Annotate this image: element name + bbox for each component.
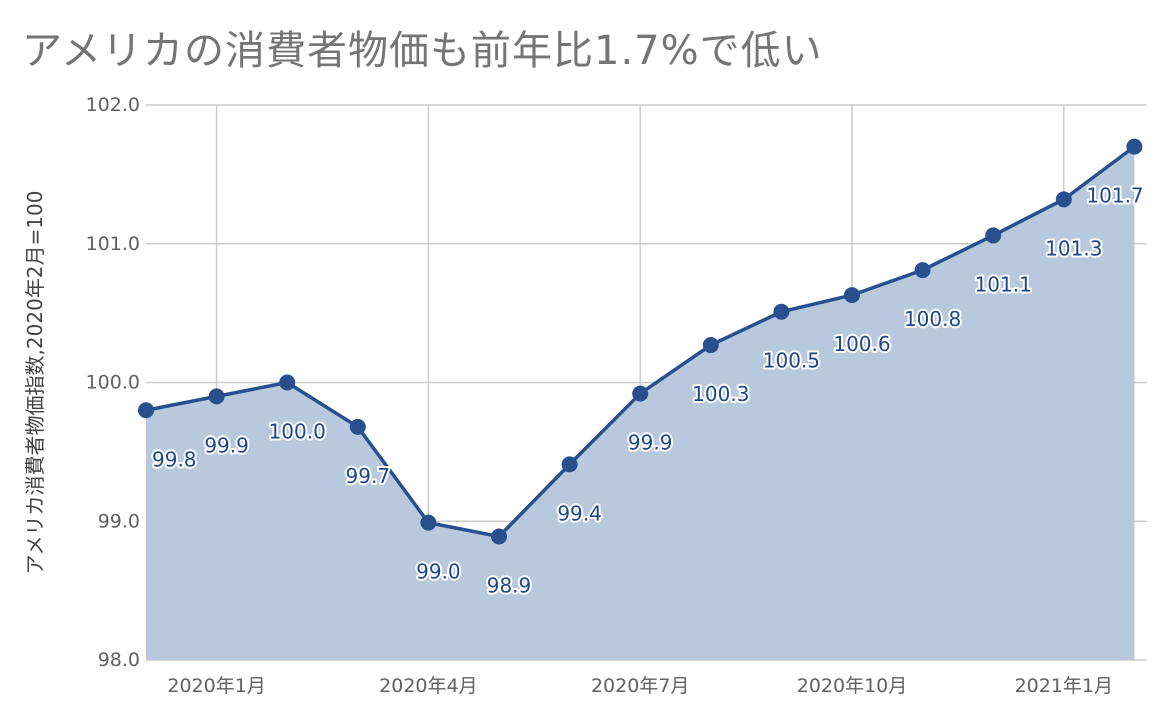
- data-label: 99.4: [557, 501, 602, 525]
- y-tick-label: 100.0: [86, 372, 140, 394]
- data-label: 99.0: [416, 560, 461, 584]
- data-point: [1055, 191, 1072, 208]
- x-tick-label: 2020年4月: [379, 675, 477, 697]
- data-label: 99.7: [346, 464, 391, 488]
- data-point: [491, 528, 507, 545]
- data-point: [279, 374, 296, 391]
- data-point: [985, 227, 1002, 244]
- y-axis-title: アメリカ消費者物価指数,2020年2月=100: [23, 191, 47, 575]
- y-tick-label: 102.0: [86, 94, 140, 116]
- data-label: 99.9: [204, 433, 249, 457]
- data-point: [420, 514, 437, 531]
- data-point: [349, 418, 366, 435]
- data-label: 101.1: [975, 272, 1032, 296]
- y-tick-label: 101.0: [86, 233, 140, 255]
- data-label: 100.0: [269, 420, 326, 444]
- data-label: 100.6: [833, 332, 890, 356]
- data-points: [138, 138, 1143, 545]
- data-point: [208, 388, 225, 405]
- data-point: [773, 303, 790, 320]
- data-label: 100.8: [904, 307, 961, 331]
- x-tick-label: 2020年1月: [167, 675, 265, 697]
- data-point: [138, 402, 154, 419]
- data-point: [914, 262, 931, 279]
- data-label: 101.7: [1086, 184, 1143, 208]
- x-tick-label: 2021年1月: [1015, 675, 1113, 697]
- data-point: [561, 456, 578, 473]
- data-label: 98.9: [487, 574, 532, 598]
- data-labels: 99.8 99.9 100.0 99.7 99.0 98.9 99.4 99.9 100.3 10…: [150, 182, 1146, 600]
- x-tick-label: 2020年7月: [591, 675, 689, 697]
- y-tick-label: 99.0: [98, 510, 140, 532]
- series-area: [146, 146, 1135, 660]
- data-label: 100.3: [692, 382, 749, 406]
- data-point: [1126, 138, 1143, 155]
- data-point: [844, 287, 860, 304]
- data-label: 100.5: [763, 349, 820, 373]
- data-label: 99.9: [628, 431, 673, 455]
- area-fill-layer: [146, 146, 1135, 660]
- data-point: [702, 337, 719, 354]
- axis-labels: 102.0 101.0 100.0 99.0 98.0 2020年1月 2020年4月 202…: [23, 94, 1113, 697]
- data-label: 101.3: [1045, 236, 1102, 260]
- data-point: [632, 385, 649, 402]
- data-label: 99.8: [152, 447, 197, 471]
- x-tick-label: 2020年10月: [797, 675, 908, 697]
- y-tick-label: 98.0: [98, 649, 140, 671]
- chart-title: アメリカの消費者物価も前年比1.7%で低い: [22, 28, 823, 74]
